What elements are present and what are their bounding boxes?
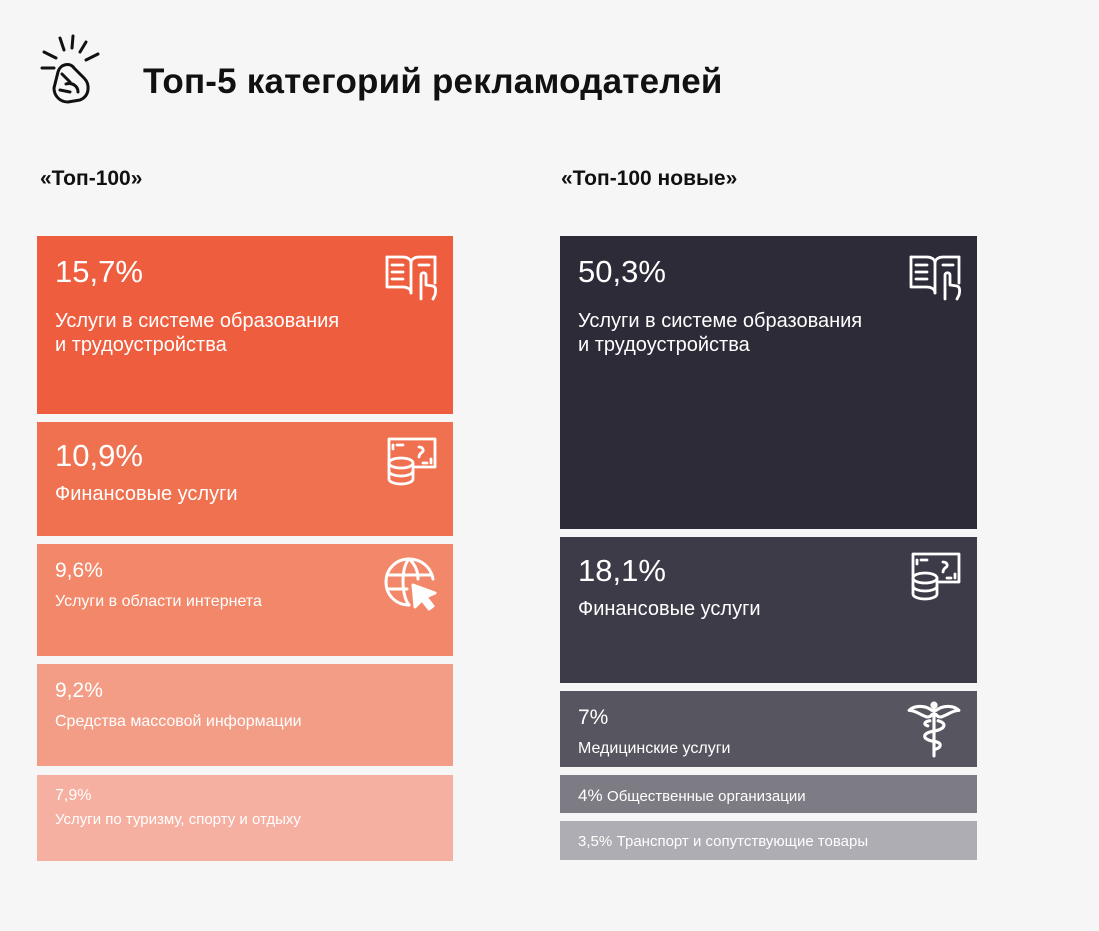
tile-left-1: 15,7% Услуги в системе образования и тру… bbox=[37, 236, 453, 414]
tile-label: Транспорт и сопутствующие товары bbox=[616, 833, 869, 850]
left-chart-title: «Топ-100» bbox=[40, 167, 143, 190]
tile-label: Медицинские услуги bbox=[578, 740, 731, 757]
tile-percent: 7,9% bbox=[55, 787, 92, 804]
caduceus-icon bbox=[907, 701, 961, 758]
tile-percent: 18,1% bbox=[578, 553, 666, 588]
tile-left-5: 7,9% Услуги по туризму, спорту и отдыху bbox=[37, 775, 453, 861]
tile-percent: 3,5% bbox=[578, 833, 613, 850]
tile-label: Общественные организации bbox=[607, 788, 806, 805]
tile-percent: 10,9% bbox=[55, 438, 143, 473]
tile-percent: 7% bbox=[578, 706, 609, 729]
page-title: Топ-5 категорий рекламодателей bbox=[143, 62, 723, 101]
tile-percent: 4% bbox=[578, 786, 603, 805]
tile-left-4: 9,2% Средства массовой информации bbox=[37, 664, 453, 766]
tile-right-5: 3,5% Транспорт и сопутствующие товары bbox=[560, 821, 977, 860]
tile-label: Услуги по туризму, спорту и отдыху bbox=[55, 811, 301, 828]
tile-percent: 9,6% bbox=[55, 559, 103, 582]
globe-cursor-icon bbox=[384, 557, 437, 611]
tile-right-2: 18,1% Финансовые услуги bbox=[560, 537, 977, 683]
tile-label: Услуги в системе образования и трудоустр… bbox=[55, 310, 340, 356]
tile-label: Услуги в системе образования и трудоустр… bbox=[578, 310, 863, 356]
tile-left-2: 10,9% Финансовые услуги bbox=[37, 422, 453, 536]
tile-label: Средства массовой информации bbox=[55, 713, 302, 730]
tile-right-4: 4% Общественные организации bbox=[560, 775, 977, 813]
book-pointer-icon bbox=[385, 255, 437, 301]
tile-left-3: 9,6% Услуги в области интернета bbox=[37, 544, 453, 656]
hand-snap-icon bbox=[40, 34, 100, 104]
right-chart-title: «Топ-100 новые» bbox=[561, 167, 738, 190]
tile-label: Услуги в области интернета bbox=[55, 593, 262, 610]
book-pointer-icon bbox=[909, 255, 961, 301]
tile-percent: 15,7% bbox=[55, 254, 143, 289]
tile-right-3: 7% Медицинские услуги bbox=[560, 691, 977, 767]
tile-percent: 50,3% bbox=[578, 254, 666, 289]
tile-percent: 9,2% bbox=[55, 679, 103, 702]
tile-label: Финансовые услуги bbox=[55, 483, 238, 505]
coins-card-icon bbox=[387, 437, 437, 486]
tile-label: Финансовые услуги bbox=[578, 598, 761, 620]
tile-right-1: 50,3% Услуги в системе образования и тру… bbox=[560, 236, 977, 529]
coins-card-icon bbox=[911, 552, 961, 601]
